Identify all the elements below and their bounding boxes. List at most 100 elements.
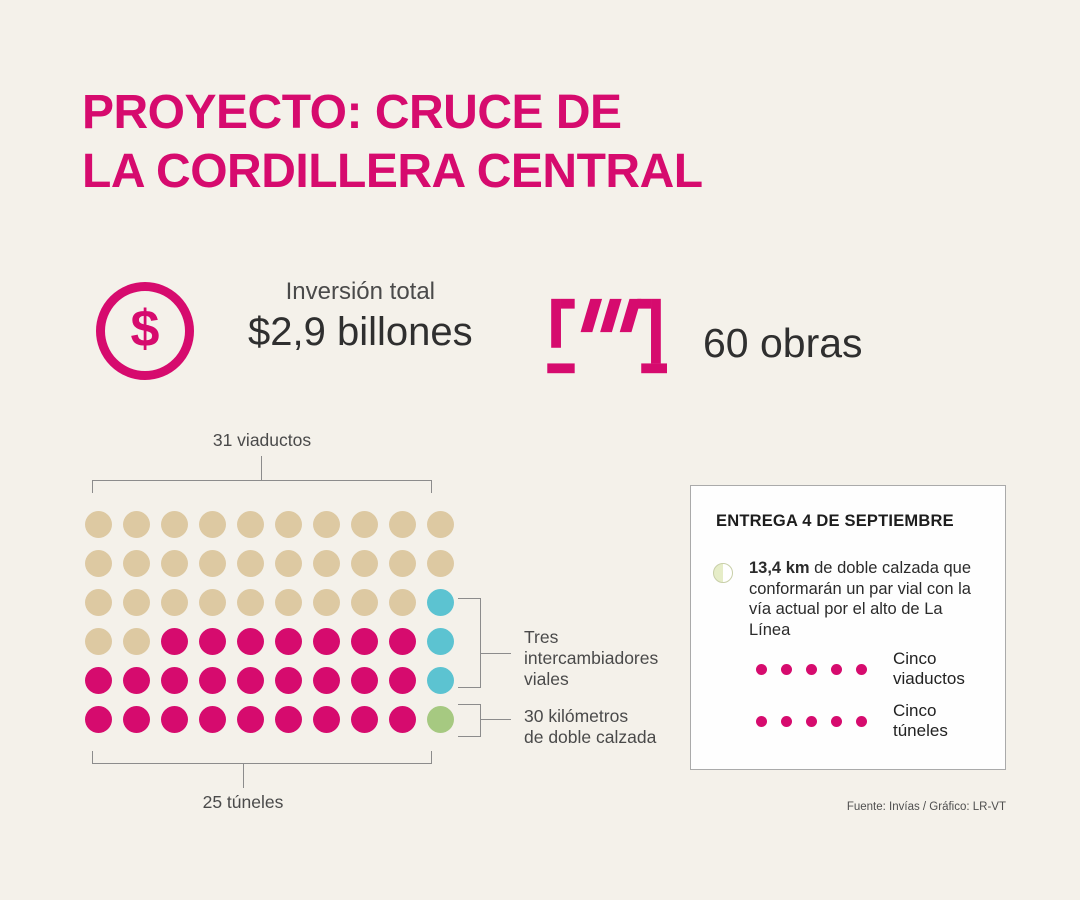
works-grid-row [85,589,454,616]
work-dot-tan [389,511,416,538]
work-dot-magenta [275,667,302,694]
work-dot-magenta [123,706,150,733]
work-dot-magenta [85,706,112,733]
work-dot-magenta [351,667,378,694]
work-dot-magenta [199,706,226,733]
viaductos-tick [261,456,262,480]
work-dot-tan [351,550,378,577]
work-dot-tan [85,628,112,655]
work-dot-magenta [351,706,378,733]
intercambiadores-bracket [458,598,481,688]
work-dot-magenta [389,628,416,655]
legend-dots-viaductos [756,663,867,675]
work-dot-tan [427,550,454,577]
work-dot-magenta [161,628,188,655]
work-dot-tan [275,511,302,538]
work-dot-magenta [161,667,188,694]
work-dot-green [427,706,454,733]
work-dot-magenta [237,706,264,733]
calzada-label: 30 kilómetros de doble calzada [524,706,657,747]
work-dot-tan [161,589,188,616]
work-dot-tan [123,511,150,538]
intercambiadores-label: Tres intercambiadores viales [524,627,659,689]
work-dot-magenta [313,706,340,733]
work-dot-magenta [237,628,264,655]
panel-title: ENTREGA 4 DE SEPTIEMBRE [716,512,954,530]
work-dot-tan [351,511,378,538]
legend-dot [806,663,817,675]
works-grid-row [85,667,454,694]
work-dot-tan [123,550,150,577]
dollar-symbol: $ [130,300,160,358]
work-dot-tan [275,589,302,616]
work-dot-teal [427,589,454,616]
work-dot-tan [85,589,112,616]
barrier-icon [547,298,667,374]
work-dot-magenta [351,628,378,655]
work-dot-magenta [199,628,226,655]
work-dot-tan [237,550,264,577]
legend-dot [831,715,842,727]
works-grid-row [85,511,454,538]
legend-dot [756,715,767,727]
works-grid-row [85,628,454,655]
work-dot-tan [85,511,112,538]
work-dot-magenta [237,667,264,694]
work-dot-teal [427,667,454,694]
work-dot-tan [161,511,188,538]
legend-dot [856,663,867,675]
work-dot-magenta [199,667,226,694]
work-dot-tan [199,589,226,616]
viaductos-bracket [92,480,432,493]
work-dot-tan [351,589,378,616]
work-dot-tan [313,550,340,577]
work-dot-tan [389,550,416,577]
panel-paragraph-text: de doble calzada que conformarán un par … [749,559,972,639]
tuneles-label: 25 túneles [202,792,284,812]
work-dot-magenta [313,667,340,694]
investment-label: Inversión total [285,278,436,305]
legend-label-tuneles: Cinco túneles [893,701,948,740]
work-dot-tan [199,550,226,577]
legend-dot [781,715,792,727]
work-dot-magenta [313,628,340,655]
work-dot-magenta [161,706,188,733]
legend-row-tuneles: Cinco túneles [756,698,948,744]
legend-dot [781,663,792,675]
work-dot-tan [275,550,302,577]
legend-row-viaductos: Cinco viaductos [756,646,965,692]
viaductos-label: 31 viaductos [212,430,312,450]
work-dot-tan [427,511,454,538]
legend-dot [831,663,842,675]
works-grid [85,511,454,745]
panel-highlight: 13,4 km [749,559,810,577]
legend-dot [756,663,767,675]
work-dot-tan [161,550,188,577]
tuneles-tick [243,763,244,788]
work-dot-tan [237,589,264,616]
entrega-panel: ENTREGA 4 DE SEPTIEMBRE 13,4 km de doble… [690,485,1006,770]
tuneles-bracket [92,751,432,764]
calzada-bracket [458,704,481,737]
calzada-connector [480,719,511,720]
work-dot-tan [389,589,416,616]
legend-dot [856,715,867,727]
legend-label-viaductos: Cinco viaductos [893,649,965,688]
work-dot-tan [199,511,226,538]
works-count: 60 obras [703,320,863,366]
page-title: PROYECTO: CRUCE DE LA CORDILLERA CENTRAL [82,86,703,198]
work-dot-magenta [389,706,416,733]
work-dot-magenta [389,667,416,694]
half-circle-icon [713,563,733,583]
panel-paragraph: 13,4 km de doble calzada que conformarán… [749,558,971,640]
dollar-icon: $ [96,282,194,380]
work-dot-magenta [123,667,150,694]
intercambiadores-connector [480,653,511,654]
work-dot-tan [85,550,112,577]
work-dot-tan [313,589,340,616]
work-dot-tan [237,511,264,538]
work-dot-magenta [275,706,302,733]
legend-dot [806,715,817,727]
work-dot-tan [123,628,150,655]
